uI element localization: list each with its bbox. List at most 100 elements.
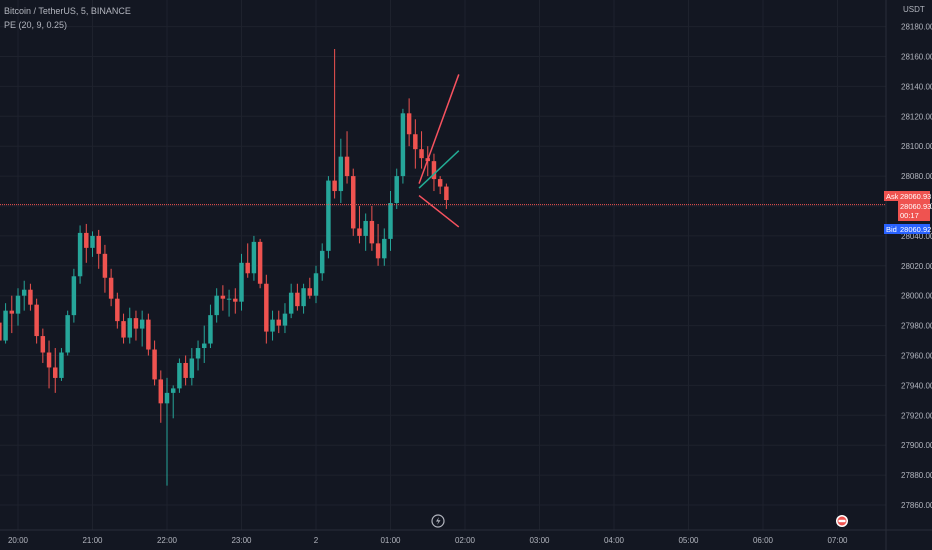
x-tick-label: 04:00: [604, 536, 625, 545]
y-tick-label: 27940.00: [901, 381, 932, 390]
candle: [419, 131, 424, 169]
candle: [127, 307, 132, 344]
y-tick-label: 27980.00: [901, 322, 932, 331]
candle: [264, 274, 269, 344]
y-tick-label: 27920.00: [901, 411, 932, 420]
y-tick-label: 28080.00: [901, 172, 932, 181]
drawing-lines[interactable]: [418, 74, 460, 228]
candle: [40, 328, 46, 363]
svg-text:Ask: Ask: [886, 192, 899, 201]
candle: [245, 243, 250, 278]
price-axis[interactable]: 27860.00 27880.00 27900.00 27920.00 27940.00…: [885, 0, 932, 550]
ask-tag: Ask 28060.93: [884, 191, 931, 201]
candle: [319, 243, 325, 281]
y-tick-label: 28040.00: [901, 232, 932, 241]
x-tick-label: 06:00: [753, 536, 774, 545]
candle: [295, 283, 300, 311]
candle: [351, 168, 356, 236]
candle: [338, 138, 344, 204]
svg-text:28060.92: 28060.92: [900, 225, 931, 234]
candle: [406, 98, 412, 147]
candle: [21, 280, 27, 311]
x-tick-label: 2: [314, 536, 319, 545]
candle: [71, 268, 77, 323]
candle: [282, 303, 288, 334]
x-tick-label: 22:00: [157, 536, 178, 545]
candle: [158, 370, 164, 423]
candle: [183, 355, 188, 386]
candle: [139, 310, 145, 347]
candle: [195, 340, 201, 371]
candle: [220, 285, 226, 311]
candle: [332, 49, 337, 199]
candle: [400, 108, 406, 184]
svg-text:00:17: 00:17: [900, 211, 919, 220]
candle: [214, 288, 219, 323]
candle: [326, 176, 331, 259]
candle: [121, 313, 126, 344]
candlestick-series: [0, 49, 449, 486]
candle: [65, 310, 70, 356]
indicator-label[interactable]: PE (20, 9, 0.25): [4, 20, 68, 30]
candle: [59, 348, 64, 381]
candle: [375, 223, 381, 266]
candle: [251, 235, 257, 281]
candle: [431, 153, 437, 192]
candle: [437, 176, 443, 195]
candle: [9, 295, 15, 334]
candle: [102, 244, 108, 293]
candle: [270, 310, 275, 341]
candle: [363, 213, 368, 251]
x-tick-label: 23:00: [231, 536, 252, 545]
symbol-title[interactable]: Bitcoin / TetherUS, 5, BINANCE: [4, 6, 131, 16]
candle: [239, 253, 244, 311]
candle: [382, 228, 387, 266]
y-tick-label: 28160.00: [901, 53, 932, 62]
x-tick-label: 01:00: [380, 536, 401, 545]
y-tick-label: 27960.00: [901, 352, 932, 361]
candle: [53, 348, 58, 393]
candle: [413, 119, 418, 169]
candle: [177, 358, 182, 393]
candle: [164, 377, 170, 486]
candle: [34, 298, 39, 344]
candle: [96, 229, 101, 269]
candle: [108, 268, 114, 307]
candle: [133, 310, 139, 341]
candle: [301, 283, 306, 314]
candle: [90, 231, 95, 257]
bid-tag: Bid 28060.92: [884, 224, 931, 234]
time-axis[interactable]: 20:00 21:00 22:00 23:00 2 01:00 02:00 03:00 04:0…: [0, 529, 932, 545]
candle: [394, 168, 399, 209]
flag-event-icon[interactable]: [836, 515, 848, 527]
x-tick-label: 07:00: [827, 536, 848, 545]
y-tick-label: 28100.00: [901, 142, 932, 151]
svg-text:Bid: Bid: [886, 225, 897, 234]
trend-line[interactable]: [418, 74, 460, 184]
candle: [233, 288, 238, 314]
candle: [388, 191, 393, 251]
svg-text:28060.93: 28060.93: [900, 192, 931, 201]
candle: [0, 322, 2, 341]
candle: [344, 131, 350, 184]
y-tick-label: 28000.00: [901, 292, 932, 301]
candle: [170, 385, 176, 419]
y-tick-label: 28180.00: [901, 23, 932, 32]
x-tick-label: 21:00: [82, 536, 103, 545]
lightning-icon[interactable]: [431, 514, 445, 528]
x-tick-label: 05:00: [678, 536, 699, 545]
candle: [189, 348, 195, 386]
candle: [115, 292, 120, 329]
candle: [307, 277, 313, 299]
trend-line[interactable]: [418, 150, 460, 189]
trend-line[interactable]: [418, 194, 460, 228]
candle: [257, 238, 263, 289]
candle: [357, 206, 362, 244]
chart-legend: Bitcoin / TetherUS, 5, BINANCE PE (20, 9…: [4, 4, 131, 32]
x-tick-label: 02:00: [455, 536, 476, 545]
svg-text:28060.93: 28060.93: [900, 202, 931, 211]
y-tick-label: 28140.00: [901, 82, 932, 91]
candle: [84, 223, 89, 263]
